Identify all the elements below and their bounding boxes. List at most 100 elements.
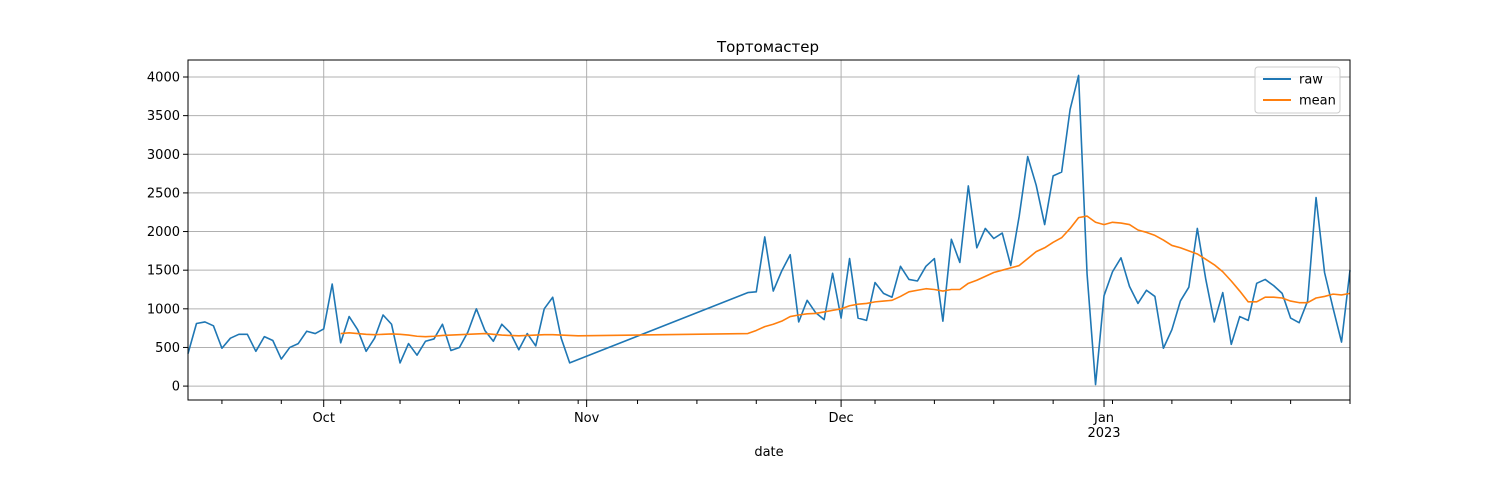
data-point-mean: [1069, 227, 1071, 229]
data-point-mean: [976, 279, 978, 281]
series-points-mean: [339, 215, 1351, 338]
data-point-raw: [238, 333, 240, 335]
plot-frame: [187, 59, 1351, 401]
data-point-mean: [993, 271, 995, 273]
y-tick-label: 2000: [147, 225, 180, 240]
data-point-raw: [874, 281, 876, 283]
data-point-raw: [518, 349, 520, 351]
data-point-raw: [781, 270, 783, 272]
data-point-raw: [373, 337, 375, 339]
x-tick-label: Oct: [312, 411, 334, 426]
data-point-raw: [424, 340, 426, 342]
data-point-mean: [501, 334, 503, 336]
chart-title: Тортомастер: [716, 38, 819, 56]
data-point-raw: [882, 292, 884, 294]
data-point-mean: [1010, 267, 1012, 269]
data-point-mean: [560, 334, 562, 336]
data-point-raw: [1298, 322, 1300, 324]
data-point-mean: [552, 334, 554, 336]
data-point-mean: [475, 333, 477, 335]
data-point-raw: [1239, 315, 1241, 317]
series-lines: [187, 74, 1351, 386]
data-point-raw: [1315, 196, 1317, 198]
data-point-raw: [747, 291, 749, 293]
data-point-raw: [323, 328, 325, 330]
data-point-mean: [1340, 294, 1342, 296]
data-point-mean: [492, 333, 494, 335]
data-point-mean: [1103, 223, 1105, 225]
data-point-raw: [1043, 223, 1045, 225]
data-point-mean: [899, 295, 901, 297]
data-point-raw: [212, 325, 214, 327]
x-tick-label: Jan: [1093, 411, 1114, 426]
data-point-mean: [950, 288, 952, 290]
data-point-mean: [543, 334, 545, 336]
data-point-raw: [993, 237, 995, 239]
data-point-mean: [908, 291, 910, 293]
data-point-raw: [1332, 307, 1334, 309]
data-point-mean: [458, 334, 460, 336]
data-point-raw: [789, 254, 791, 256]
y-tick-label: 0: [172, 380, 180, 395]
data-point-raw: [831, 272, 833, 274]
data-point-raw: [1281, 292, 1283, 294]
data-point-mean: [772, 323, 774, 325]
data-point-mean: [441, 334, 443, 336]
data-point-raw: [407, 342, 409, 344]
data-point-raw: [1154, 295, 1156, 297]
data-point-mean: [1162, 239, 1164, 241]
data-point-mean: [407, 334, 409, 336]
data-point-raw: [568, 362, 570, 364]
data-point-raw: [1171, 328, 1173, 330]
data-point-mean: [1179, 247, 1181, 249]
data-point-raw: [1128, 285, 1130, 287]
data-point-raw: [806, 299, 808, 301]
data-point-raw: [1060, 171, 1062, 173]
data-point-mean: [518, 335, 520, 337]
data-point-raw: [458, 346, 460, 348]
data-point-mean: [1145, 231, 1147, 233]
data-point-mean: [857, 303, 859, 305]
data-point-mean: [747, 332, 749, 334]
data-point-raw: [1247, 319, 1249, 321]
data-point-mean: [526, 334, 528, 336]
data-point-mean: [568, 334, 570, 336]
data-point-mean: [1137, 229, 1139, 231]
data-point-mean: [509, 334, 511, 336]
data-point-raw: [1179, 300, 1181, 302]
data-point-raw: [1026, 155, 1028, 157]
data-point-mean: [348, 332, 350, 334]
data-point-raw: [1094, 383, 1096, 385]
data-point-mean: [1256, 301, 1258, 303]
data-point-raw: [552, 296, 554, 298]
data-point-raw: [416, 354, 418, 356]
data-point-raw: [891, 296, 893, 298]
data-point-raw: [1256, 282, 1258, 284]
data-point-raw: [899, 265, 901, 267]
data-point-raw: [959, 261, 961, 263]
data-point-mean: [848, 305, 850, 307]
data-point-mean: [916, 289, 918, 291]
data-point-mean: [1086, 215, 1088, 217]
data-point-raw: [280, 358, 282, 360]
data-point-raw: [1069, 108, 1071, 110]
data-point-mean: [959, 288, 961, 290]
data-point-raw: [755, 291, 757, 293]
x-axis-label: date: [754, 445, 783, 460]
data-point-mean: [1077, 216, 1079, 218]
data-point-raw: [1086, 273, 1088, 275]
data-point-raw: [1289, 317, 1291, 319]
data-point-raw: [976, 247, 978, 249]
data-point-mean: [1001, 269, 1003, 271]
data-point-raw: [441, 323, 443, 325]
data-point-raw: [535, 345, 537, 347]
data-point-mean: [1247, 301, 1249, 303]
data-point-raw: [348, 315, 350, 317]
grid-lines: [188, 60, 1350, 400]
data-point-mean: [865, 302, 867, 304]
x-tick-sublabel: 2023: [1087, 426, 1120, 441]
data-point-raw: [450, 349, 452, 351]
data-point-mean: [1239, 290, 1241, 292]
data-point-raw: [382, 314, 384, 316]
